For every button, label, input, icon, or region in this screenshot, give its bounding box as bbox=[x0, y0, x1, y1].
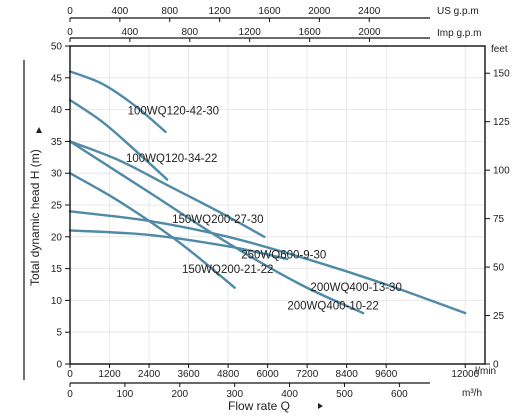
imp-gpm-tick-label: 2000 bbox=[358, 27, 381, 38]
x-tick-label: 2400 bbox=[138, 369, 161, 380]
y-tick-label: 45 bbox=[51, 73, 63, 84]
m3h-unit: m³/h bbox=[462, 388, 482, 399]
imp-gpm-tick-label: 1200 bbox=[239, 27, 262, 38]
curve-label: 150WQ200-21-22 bbox=[182, 264, 273, 276]
imp-gpm-tick-label: 400 bbox=[122, 27, 139, 38]
feet-tick-label: 0 bbox=[493, 360, 499, 371]
x-tick-label: 1200 bbox=[98, 369, 121, 380]
imp-gpm-tick-label: 0 bbox=[67, 27, 73, 38]
y-tick-label: 0 bbox=[56, 360, 62, 371]
x-tick-label: 6000 bbox=[256, 369, 279, 380]
m3h-tick-label: 300 bbox=[226, 389, 243, 400]
x-tick-label: 4800 bbox=[217, 369, 240, 380]
y-tick-label: 40 bbox=[51, 105, 63, 116]
y-tick-label: 10 bbox=[51, 296, 63, 307]
y-tick-label: 35 bbox=[51, 137, 63, 148]
y-axis-title: Total dynamic head H (m) bbox=[28, 149, 42, 286]
feet-tick-label: 75 bbox=[493, 214, 505, 225]
curve-label: 100WQ120-34-22 bbox=[126, 153, 217, 165]
curve-label: 100WQ120-42-30 bbox=[128, 106, 219, 118]
y-tick-label: 5 bbox=[56, 328, 62, 339]
m3h-tick-label: 600 bbox=[391, 389, 408, 400]
us-gpm-unit: US g.p.m bbox=[437, 6, 479, 17]
imp-gpm-tick-label: 800 bbox=[181, 27, 198, 38]
lmin-unit: l/min bbox=[475, 366, 496, 377]
curve-layer bbox=[68, 70, 467, 315]
m3h-tick-label: 200 bbox=[171, 389, 188, 400]
us-gpm-tick-label: 400 bbox=[112, 6, 129, 17]
us-gpm-tick-label: 800 bbox=[161, 6, 178, 17]
x-tick-label: 12000 bbox=[451, 369, 479, 380]
x-tick-label: 8400 bbox=[336, 369, 359, 380]
curve-label: 250WQ600-9-30 bbox=[241, 249, 326, 261]
y-tick-label: 20 bbox=[51, 232, 63, 243]
us-gpm-tick-label: 1600 bbox=[258, 6, 281, 17]
performance-curve bbox=[68, 98, 169, 181]
imp-gpm-unit: Imp g.p.m bbox=[437, 28, 481, 39]
m3h-tick-label: 100 bbox=[117, 389, 134, 400]
performance-curve bbox=[68, 70, 167, 134]
grid bbox=[69, 45, 485, 365]
y-tick-label: 50 bbox=[51, 42, 63, 53]
y-tick-label: 15 bbox=[51, 264, 63, 275]
curve-labels: 100WQ120-42-30 100WQ120-34-22 150WQ200-27-… bbox=[126, 106, 402, 313]
curve-label: 200WQ400-13-30 bbox=[310, 282, 401, 294]
feet-tick-label: 50 bbox=[493, 263, 505, 274]
curve-label: 200WQ400-10-22 bbox=[287, 300, 378, 312]
feet-tick-label: 25 bbox=[493, 311, 505, 322]
x-axis-arrow-icon bbox=[318, 403, 323, 409]
y-axis-arrow-icon bbox=[36, 127, 42, 133]
m3h-tick-label: 400 bbox=[281, 389, 298, 400]
us-gpm-tick-label: 2000 bbox=[308, 6, 331, 17]
feet-tick-label: 125 bbox=[493, 117, 510, 128]
us-gpm-tick-label: 2400 bbox=[358, 6, 381, 17]
performance-curve bbox=[68, 229, 289, 261]
feet-tick-label: 100 bbox=[493, 166, 510, 177]
m3h-tick-label: 500 bbox=[336, 389, 353, 400]
x-axis-title: Flow rate Q bbox=[228, 399, 290, 413]
feet-unit: feet bbox=[491, 44, 508, 55]
x-tick-label: 3600 bbox=[177, 369, 200, 380]
curve-label: 150WQ200-27-30 bbox=[172, 214, 263, 226]
y-tick-label: 30 bbox=[51, 169, 63, 180]
feet-tick-label: 150 bbox=[493, 69, 510, 80]
performance-curve bbox=[68, 140, 365, 315]
y-tick-label: 25 bbox=[51, 201, 63, 212]
us-gpm-tick-label: 0 bbox=[67, 6, 73, 17]
m3h-tick-label: 0 bbox=[67, 389, 73, 400]
x-tick-label: 0 bbox=[67, 369, 73, 380]
us-gpm-tick-label: 1200 bbox=[208, 6, 231, 17]
imp-gpm-tick-label: 1600 bbox=[298, 27, 321, 38]
performance-curve bbox=[68, 140, 266, 238]
performance-curve bbox=[68, 210, 467, 315]
x-tick-label: 7200 bbox=[296, 369, 319, 380]
x-tick-label: 9600 bbox=[375, 369, 398, 380]
